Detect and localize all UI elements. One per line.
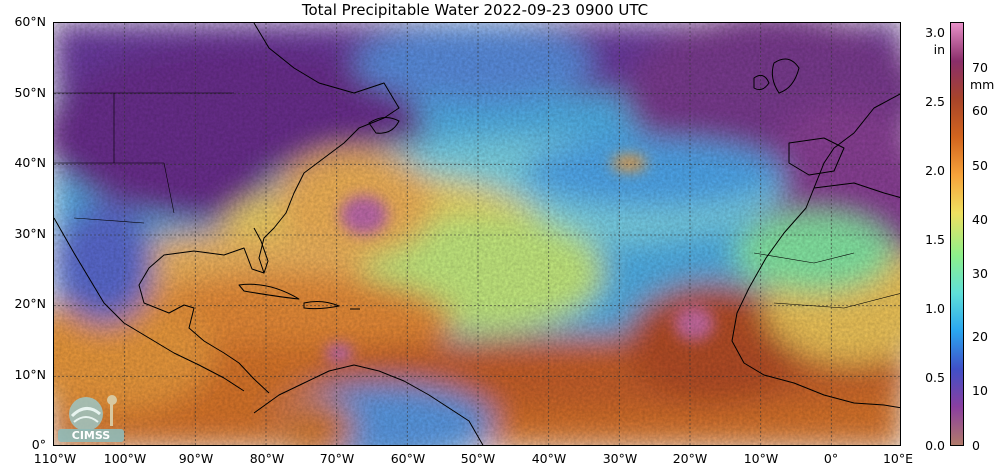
colorbar-mm-tick: 0: [972, 438, 980, 453]
lon-tick: 90°W: [178, 451, 214, 466]
colorbar-mm-tick: 60: [972, 103, 988, 118]
lon-tick: 50°W: [460, 451, 496, 466]
colorbar-in-tick: 0.5: [925, 370, 945, 385]
lon-tick: 20°W: [672, 451, 708, 466]
lon-tick: 100°W: [103, 451, 147, 466]
lat-tick: 40°N: [14, 155, 46, 170]
lon-tick: 10°E: [882, 451, 914, 466]
cimss-logo-icon: CIMSS: [58, 395, 124, 442]
lat-tick: 0°: [31, 437, 46, 452]
lon-tick: 70°W: [319, 451, 355, 466]
lon-tick: 110°W: [33, 451, 77, 466]
lon-tick: 30°W: [602, 451, 638, 466]
graticule: [54, 23, 900, 445]
lat-tick: 10°N: [14, 367, 46, 382]
colorbar-mm-tick: 70: [972, 60, 988, 75]
cimss-logo: CIMSS: [56, 392, 126, 444]
lat-tick: 50°N: [14, 85, 46, 100]
lon-tick: 40°W: [531, 451, 567, 466]
colorbar-in-tick: 2.0: [925, 163, 945, 178]
cimss-logo-text: CIMSS: [72, 429, 111, 442]
colorbar: [950, 22, 964, 446]
colorbar-in-tick: 1.0: [925, 301, 945, 316]
colorbar-in-tick: 1.5: [925, 232, 945, 247]
colorbar-mm-tick: 20: [972, 329, 988, 344]
lat-tick: 20°N: [14, 296, 46, 311]
tpw-map: [53, 22, 901, 446]
lat-tick: 30°N: [14, 226, 46, 241]
lat-tick: 60°N: [14, 14, 46, 29]
colorbar-mm-tick: 40: [972, 212, 988, 227]
coastlines: [54, 23, 900, 445]
chart-title: Total Precipitable Water 2022-09-23 0900…: [301, 1, 649, 19]
tpw-field: [54, 23, 900, 445]
colorbar-in-tick: 2.5: [925, 94, 945, 109]
colorbar-mm-tick: 50: [972, 158, 988, 173]
lon-tick: 0°: [823, 451, 839, 466]
colorbar-unit-mm: mm: [970, 77, 995, 92]
lon-tick: 60°W: [390, 451, 426, 466]
colorbar-in-tick: 3.0: [925, 25, 945, 40]
colorbar-in-tick: 0.0: [925, 438, 945, 453]
colorbar-mm-tick: 10: [972, 383, 988, 398]
lon-tick: 80°W: [249, 451, 285, 466]
colorbar-mm-tick: 30: [972, 266, 988, 281]
lon-tick: 10°W: [743, 451, 779, 466]
colorbar-unit-in: in: [933, 42, 945, 57]
